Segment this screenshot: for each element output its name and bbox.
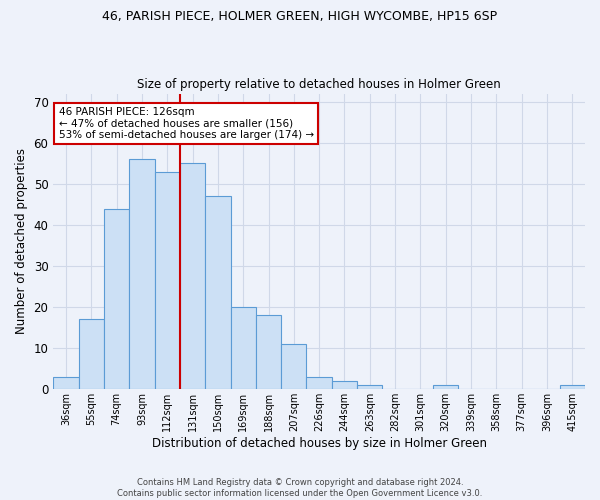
Bar: [332, 381, 357, 390]
Y-axis label: Number of detached properties: Number of detached properties: [15, 148, 28, 334]
Bar: [256, 316, 281, 390]
Bar: [53, 377, 79, 390]
Text: Contains HM Land Registry data © Crown copyright and database right 2024.
Contai: Contains HM Land Registry data © Crown c…: [118, 478, 482, 498]
Bar: [129, 160, 155, 390]
Bar: [307, 377, 332, 390]
Bar: [281, 344, 307, 390]
Bar: [155, 172, 180, 390]
Bar: [180, 164, 205, 390]
Bar: [357, 385, 382, 390]
Bar: [205, 196, 230, 390]
Title: Size of property relative to detached houses in Holmer Green: Size of property relative to detached ho…: [137, 78, 501, 91]
Text: 46, PARISH PIECE, HOLMER GREEN, HIGH WYCOMBE, HP15 6SP: 46, PARISH PIECE, HOLMER GREEN, HIGH WYC…: [103, 10, 497, 23]
Bar: [104, 208, 129, 390]
Bar: [230, 307, 256, 390]
X-axis label: Distribution of detached houses by size in Holmer Green: Distribution of detached houses by size …: [152, 437, 487, 450]
Bar: [560, 385, 585, 390]
Bar: [433, 385, 458, 390]
Text: 46 PARISH PIECE: 126sqm
← 47% of detached houses are smaller (156)
53% of semi-d: 46 PARISH PIECE: 126sqm ← 47% of detache…: [59, 107, 314, 140]
Bar: [79, 320, 104, 390]
